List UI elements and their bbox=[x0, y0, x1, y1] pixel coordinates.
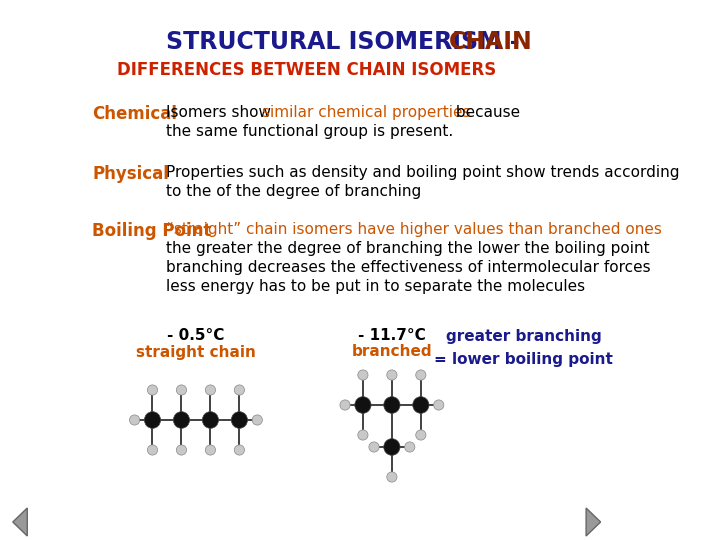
Ellipse shape bbox=[174, 411, 189, 428]
Text: greater branching
= lower boiling point: greater branching = lower boiling point bbox=[434, 329, 613, 367]
Text: to the of the degree of branching: to the of the degree of branching bbox=[166, 184, 421, 199]
Text: - 11.7°C: - 11.7°C bbox=[358, 327, 426, 342]
Text: Chemical: Chemical bbox=[92, 105, 177, 123]
Ellipse shape bbox=[234, 445, 245, 455]
Polygon shape bbox=[586, 508, 600, 536]
Ellipse shape bbox=[433, 400, 444, 410]
Text: less energy has to be put in to separate the molecules: less energy has to be put in to separate… bbox=[166, 279, 585, 294]
Ellipse shape bbox=[205, 445, 215, 455]
Ellipse shape bbox=[176, 445, 186, 455]
Ellipse shape bbox=[358, 430, 368, 440]
Text: CHAIN: CHAIN bbox=[449, 30, 533, 54]
Ellipse shape bbox=[130, 415, 140, 425]
Ellipse shape bbox=[369, 442, 379, 452]
Text: Properties such as density and boiling point show trends according: Properties such as density and boiling p… bbox=[166, 165, 680, 180]
Text: STRUCTURAL ISOMERISM -: STRUCTURAL ISOMERISM - bbox=[166, 30, 528, 54]
Ellipse shape bbox=[387, 370, 397, 380]
Text: similar chemical properties: similar chemical properties bbox=[261, 105, 470, 120]
Ellipse shape bbox=[234, 385, 245, 395]
Text: branching decreases the effectiveness of intermolecular forces: branching decreases the effectiveness of… bbox=[166, 260, 651, 275]
Ellipse shape bbox=[387, 472, 397, 482]
Ellipse shape bbox=[340, 400, 350, 410]
Ellipse shape bbox=[413, 397, 429, 413]
Ellipse shape bbox=[202, 411, 218, 428]
Ellipse shape bbox=[415, 370, 426, 380]
Ellipse shape bbox=[355, 397, 371, 413]
Text: Physical: Physical bbox=[92, 165, 169, 183]
Ellipse shape bbox=[148, 445, 158, 455]
Text: - 0.5°C: - 0.5°C bbox=[167, 327, 225, 342]
Text: the greater the degree of branching the lower the boiling point: the greater the degree of branching the … bbox=[166, 241, 649, 256]
Ellipse shape bbox=[415, 430, 426, 440]
Text: DIFFERENCES BETWEEN CHAIN ISOMERS: DIFFERENCES BETWEEN CHAIN ISOMERS bbox=[117, 61, 496, 79]
Text: because: because bbox=[451, 105, 520, 120]
Polygon shape bbox=[13, 508, 27, 536]
Ellipse shape bbox=[145, 411, 161, 428]
Text: Boiling Point: Boiling Point bbox=[92, 222, 212, 240]
Ellipse shape bbox=[176, 385, 186, 395]
Ellipse shape bbox=[148, 385, 158, 395]
Text: branched: branched bbox=[351, 345, 432, 360]
Ellipse shape bbox=[384, 438, 400, 455]
Text: the same functional group is present.: the same functional group is present. bbox=[166, 124, 454, 139]
Ellipse shape bbox=[384, 397, 400, 413]
Text: “straight” chain isomers have higher values than branched ones: “straight” chain isomers have higher val… bbox=[166, 222, 662, 237]
Ellipse shape bbox=[358, 370, 368, 380]
Ellipse shape bbox=[205, 385, 215, 395]
Text: Isomers show: Isomers show bbox=[166, 105, 276, 120]
Ellipse shape bbox=[405, 442, 415, 452]
Ellipse shape bbox=[231, 411, 248, 428]
Ellipse shape bbox=[252, 415, 262, 425]
Text: straight chain: straight chain bbox=[136, 345, 256, 360]
